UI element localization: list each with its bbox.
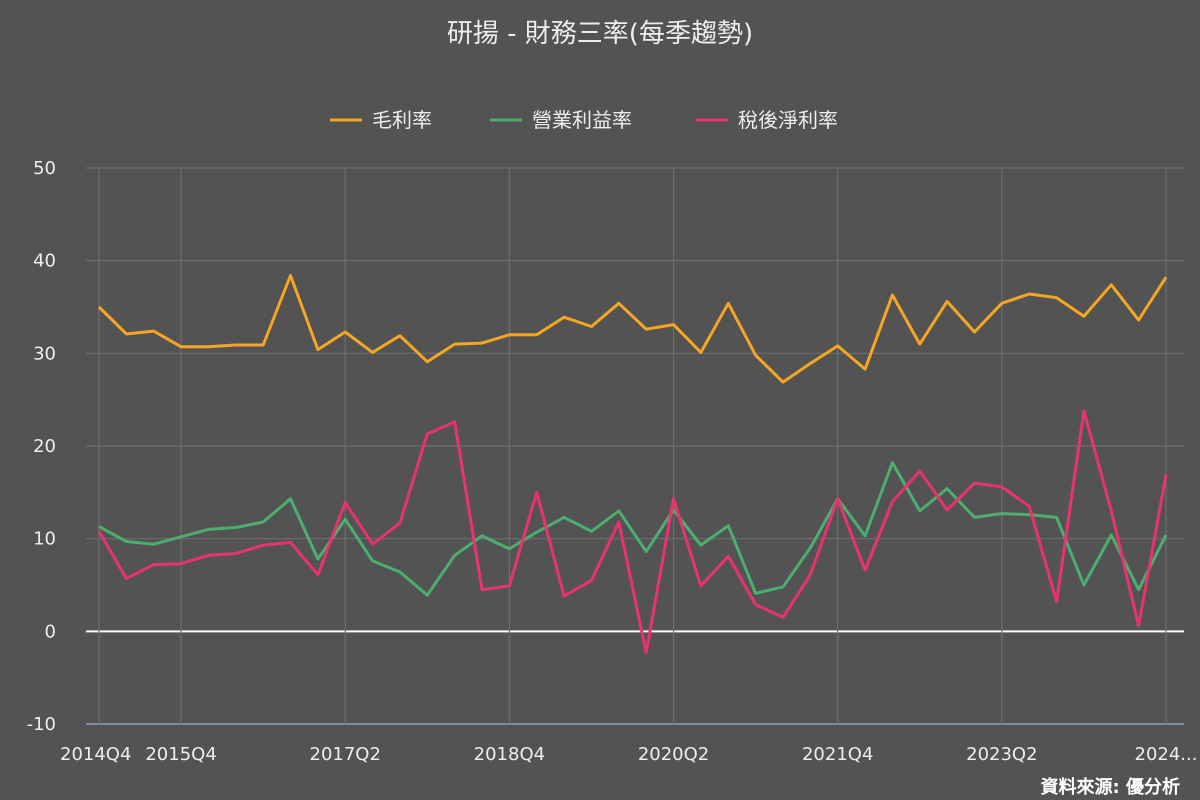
y-tick-label: 30 xyxy=(33,343,56,364)
y-tick-label: 0 xyxy=(45,621,56,642)
legend: 毛利率 營業利益率 稅後淨利率 xyxy=(330,108,838,132)
series-line-3 xyxy=(97,409,1168,655)
y-tick-label: 40 xyxy=(33,251,56,272)
y-tick-label: 10 xyxy=(33,529,56,550)
grid xyxy=(86,167,1184,725)
x-tick-label: 2015Q4 xyxy=(145,744,216,765)
x-tick-label: 2020Q2 xyxy=(638,744,709,765)
x-tick-label: 2024... xyxy=(1135,744,1198,765)
legend-label-1: 毛利率 xyxy=(372,108,432,132)
chart-title: 研揚 - 財務三率(每季趨勢) xyxy=(447,19,753,49)
y-tick-label: 20 xyxy=(33,436,56,457)
x-tick-label: 2023Q2 xyxy=(966,744,1037,765)
series-line-2 xyxy=(98,461,1168,597)
y-axis: -10 0 10 20 30 40 50 xyxy=(27,158,56,735)
source-note: 資料來源: 優分析 xyxy=(1041,776,1180,798)
y-tick-label: 50 xyxy=(33,158,56,179)
x-tick-label: 2014Q4 xyxy=(60,744,131,765)
series-line-1 xyxy=(97,274,1168,384)
legend-label-2: 營業利益率 xyxy=(532,108,632,132)
x-axis: 2014Q4 2015Q4 2017Q2 2018Q4 2020Q2 2021Q4 2023… xyxy=(60,744,1197,765)
legend-label-3: 稅後淨利率 xyxy=(738,108,838,132)
plot-area xyxy=(97,274,1168,655)
y-tick-label: -10 xyxy=(27,714,56,735)
x-tick-label: 2017Q2 xyxy=(310,744,381,765)
x-tick-label: 2018Q4 xyxy=(474,744,545,765)
x-tick-label: 2021Q4 xyxy=(802,744,873,765)
